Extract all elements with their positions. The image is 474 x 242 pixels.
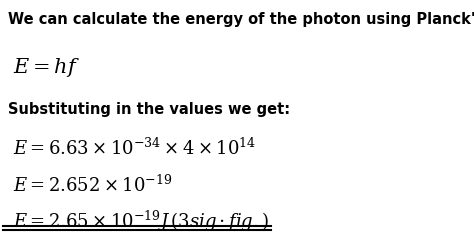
Text: $E = 6.63 \times 10^{-34} \times 4 \times 10^{14}$: $E = 6.63 \times 10^{-34} \times 4 \time… xyxy=(13,137,257,158)
Text: $E = hf$: $E = hf$ xyxy=(13,56,81,79)
Text: $E = 2.65 \times 10^{-19} J\,(3sig \cdot fig.)$: $E = 2.65 \times 10^{-19} J\,(3sig \cdot… xyxy=(13,209,270,234)
Text: Substituting in the values we get:: Substituting in the values we get: xyxy=(8,102,290,117)
Text: $E = 2.652 \times 10^{-19}$: $E = 2.652 \times 10^{-19}$ xyxy=(13,174,173,196)
Text: We can calculate the energy of the photon using Planck's equation:: We can calculate the energy of the photo… xyxy=(8,12,474,27)
